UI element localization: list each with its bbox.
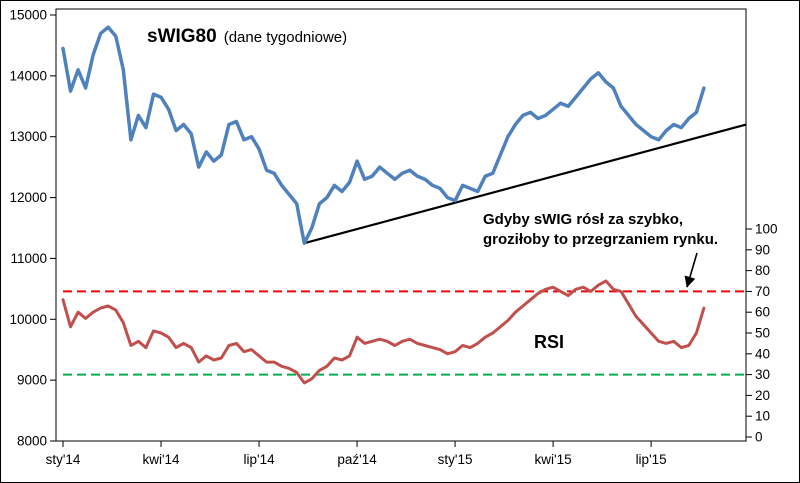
right-axis-tick-label: 10	[755, 409, 770, 424]
right-axis-tick-label: 0	[755, 430, 763, 445]
x-axis-tick-label: lip'14	[243, 452, 275, 467]
chart-title-sub: (dane tygodniowe)	[223, 29, 348, 46]
left-axis-tick-label: 15000	[9, 8, 47, 23]
chart-title-main: sWIG80	[147, 26, 217, 47]
right-axis-tick-label: 90	[755, 242, 770, 257]
left-axis-tick-label: 14000	[9, 68, 47, 83]
right-axis-tick-label: 30	[755, 367, 770, 382]
right-axis-tick-label: 70	[755, 284, 770, 299]
right-axis-tick-label: 40	[755, 346, 770, 361]
x-axis-tick-label: sty'14	[46, 452, 81, 467]
left-axis-tick-label: 8000	[17, 434, 47, 449]
x-axis-tick-label: kwi'14	[142, 452, 180, 467]
right-axis-tick-label: 20	[755, 388, 770, 403]
right-axis-tick-label: 50	[755, 326, 770, 341]
right-axis-tick-label: 60	[755, 305, 770, 320]
x-axis-tick-label: paź'14	[337, 452, 377, 467]
trend-line	[303, 123, 747, 245]
plot-border	[55, 8, 747, 442]
left-axis-tick-label: 12000	[9, 190, 47, 205]
x-axis-tick-label: kwi'15	[535, 452, 572, 467]
left-axis-tick-label: 13000	[9, 129, 47, 144]
annotation-line-2: groziłoby to przegrzaniem rynku.	[483, 230, 719, 248]
left-axis-tick-label: 9000	[17, 373, 47, 388]
rsi-series-line	[61, 279, 706, 385]
plot-layer: 15000 14000 13000 12000 11000 10000 9000 8000 10…	[9, 8, 777, 468]
chart-title: sWIG80 (dane tygodniowe)	[147, 26, 347, 48]
right-axis-tick-label: 100	[755, 222, 778, 237]
swig80-series-line	[61, 25, 706, 245]
left-axis-tick-label: 11000	[10, 251, 47, 266]
annotation-arrow	[684, 252, 698, 288]
rsi-series-label: RSI	[534, 332, 565, 352]
x-axis-tick-label: lip'15	[636, 452, 667, 467]
left-axis-tick-label: 10000	[9, 312, 47, 327]
x-axis-tick-label: sty'15	[438, 452, 473, 467]
right-axis-tick-label: 80	[755, 263, 770, 278]
annotation-line-1: Gdyby sWIG rósł za szybko,	[483, 211, 684, 228]
annotation-text: Gdyby sWIG rósł za szybko, groziłoby to …	[483, 210, 718, 249]
